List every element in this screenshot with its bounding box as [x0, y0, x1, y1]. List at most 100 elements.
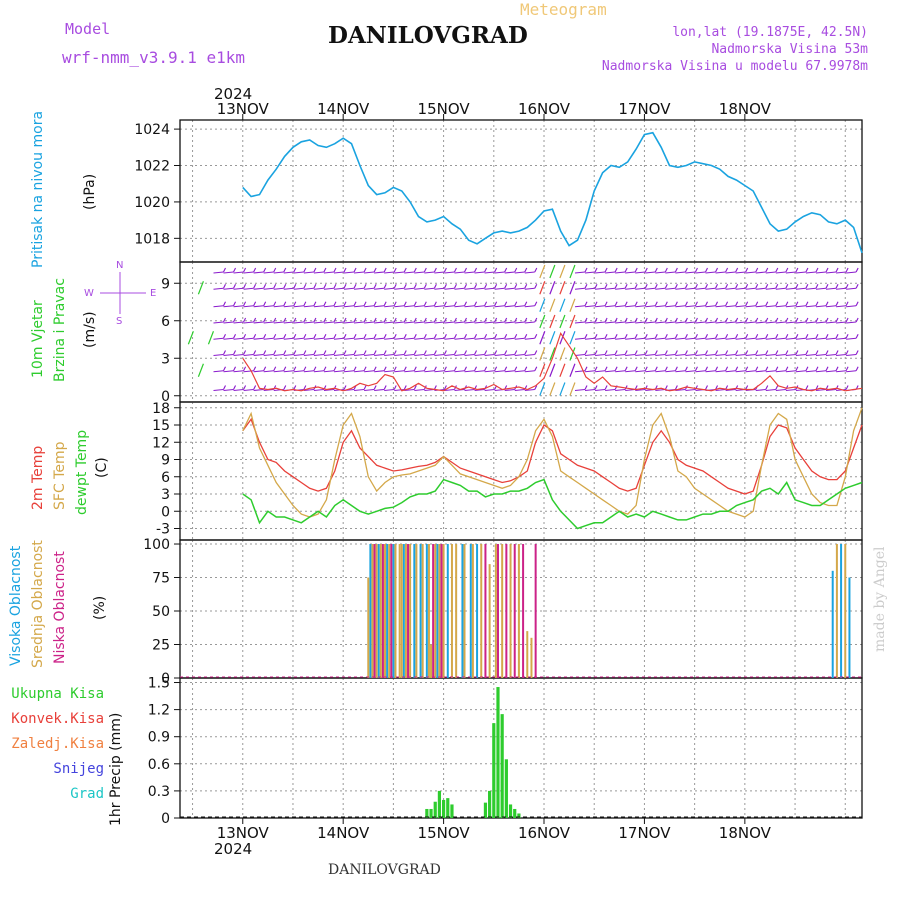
cloud-bar — [513, 544, 516, 678]
wind-barb-flag — [534, 385, 538, 390]
wind-barb — [825, 271, 837, 274]
wind-barb-flag — [725, 284, 729, 289]
wind-barb — [635, 305, 646, 308]
wind-barb-flag — [835, 350, 839, 355]
wind-barb — [805, 337, 817, 340]
wind-barb-flag — [584, 267, 588, 273]
wind-barb — [293, 271, 304, 274]
wind-barb — [323, 370, 335, 373]
wind-barb — [504, 337, 515, 340]
wind-barb-flag — [223, 366, 226, 371]
wind-barb — [725, 353, 736, 357]
wind-barb — [514, 287, 525, 290]
wind-barb-flag — [694, 350, 698, 355]
cloud-bar — [379, 544, 382, 678]
wind-barb — [795, 370, 806, 373]
wind-barb — [695, 321, 706, 324]
wind-barb-flag — [795, 317, 799, 323]
cloud-bar — [831, 570, 834, 678]
wind-barb — [815, 321, 827, 324]
wind-barb-flag — [524, 366, 528, 371]
wind-barb-flag — [805, 284, 809, 289]
wind-barb-flag — [233, 284, 237, 289]
low-cloud-ylabel: Niska Oblacnost — [52, 551, 68, 664]
precip-bar — [429, 808, 433, 818]
wind-barb — [454, 337, 465, 340]
wind-barb-flag — [323, 366, 327, 371]
wind-barb — [414, 370, 425, 373]
wind-barb — [504, 287, 515, 290]
wind-barb — [725, 271, 736, 274]
wind-barb-flag — [694, 317, 698, 323]
wind-barb-flag — [333, 284, 337, 289]
wind-barb — [243, 388, 254, 392]
wind-barb-flag — [684, 267, 688, 273]
wind-barb-flag — [735, 334, 739, 339]
wind-barb-flag — [283, 267, 287, 273]
wind-barb-flag — [383, 385, 387, 390]
wind-barb-flag — [694, 284, 698, 289]
wind-barb — [434, 321, 445, 324]
wind-barb — [343, 271, 355, 274]
wind-barb-flag — [855, 284, 859, 289]
cloud-bar — [371, 544, 374, 678]
wind-barb-flag — [393, 334, 397, 339]
wind-barb — [424, 321, 435, 324]
wind-barb-flag — [323, 284, 327, 289]
wind-barb-flag — [815, 350, 819, 355]
wind-barb-flag — [243, 267, 247, 273]
cloud-bar — [840, 544, 843, 678]
year-bottom-label: 2024 — [214, 840, 253, 858]
y-tick-label: 50 — [152, 604, 170, 620]
cloud-bar — [484, 544, 487, 678]
wind-barb — [213, 305, 224, 308]
wind-barb-flag — [745, 284, 749, 289]
wind-barb-flag — [725, 350, 729, 355]
wind-barb — [323, 388, 335, 392]
wind-barb — [313, 388, 324, 392]
wind-barb — [635, 370, 646, 373]
wind-barb — [715, 321, 726, 324]
y-tick-label: 6 — [161, 470, 170, 486]
legend-convective-rain: Konvek.Kisa — [11, 711, 104, 727]
wind-barb-flag — [674, 334, 678, 339]
wind-barb — [208, 383, 213, 396]
wind-barb-flag — [745, 267, 749, 273]
y-tick-label: 1018 — [134, 231, 170, 247]
wind-barb — [474, 388, 485, 392]
wind-barb — [444, 337, 455, 340]
wind-barb — [725, 321, 736, 324]
wind-barb — [243, 370, 254, 373]
bottom-x-tick-label: 16NOV — [518, 824, 571, 842]
wind-barb — [323, 305, 335, 308]
wind-barb — [233, 388, 244, 392]
wind-barb-flag — [634, 317, 638, 323]
wind-barb-flag — [464, 317, 467, 323]
cloud-bar — [407, 544, 410, 678]
wind-barb-flag — [484, 301, 488, 306]
wind-barb — [243, 353, 254, 357]
wind-barb — [213, 287, 224, 290]
wind-barb — [283, 337, 294, 340]
wind-barb — [675, 271, 686, 274]
wind-barb — [504, 321, 515, 324]
model-name: wrf-nmm_v3.9.1 e1km — [62, 48, 246, 67]
wind-barb — [695, 287, 706, 290]
wind-barb-flag — [825, 301, 829, 306]
wind-barb-flag — [353, 334, 357, 339]
wind-barb — [283, 321, 294, 324]
wind-barb — [559, 331, 566, 345]
wind-barb-flag — [273, 334, 277, 339]
wind-barb-flag — [594, 317, 598, 323]
y-tick-label: -3 — [156, 522, 170, 538]
wind-barb — [645, 353, 656, 357]
wind-barb — [605, 305, 616, 308]
wind-barb-flag — [594, 334, 598, 339]
wind-barb-flag — [835, 267, 839, 273]
wind-barb-flag — [624, 267, 628, 273]
wind-barb — [273, 370, 284, 373]
cloud-bar — [369, 544, 372, 678]
wind-barb-flag — [293, 385, 297, 390]
wind-barb-flag — [253, 317, 257, 323]
sfc-temp-line — [242, 407, 863, 518]
